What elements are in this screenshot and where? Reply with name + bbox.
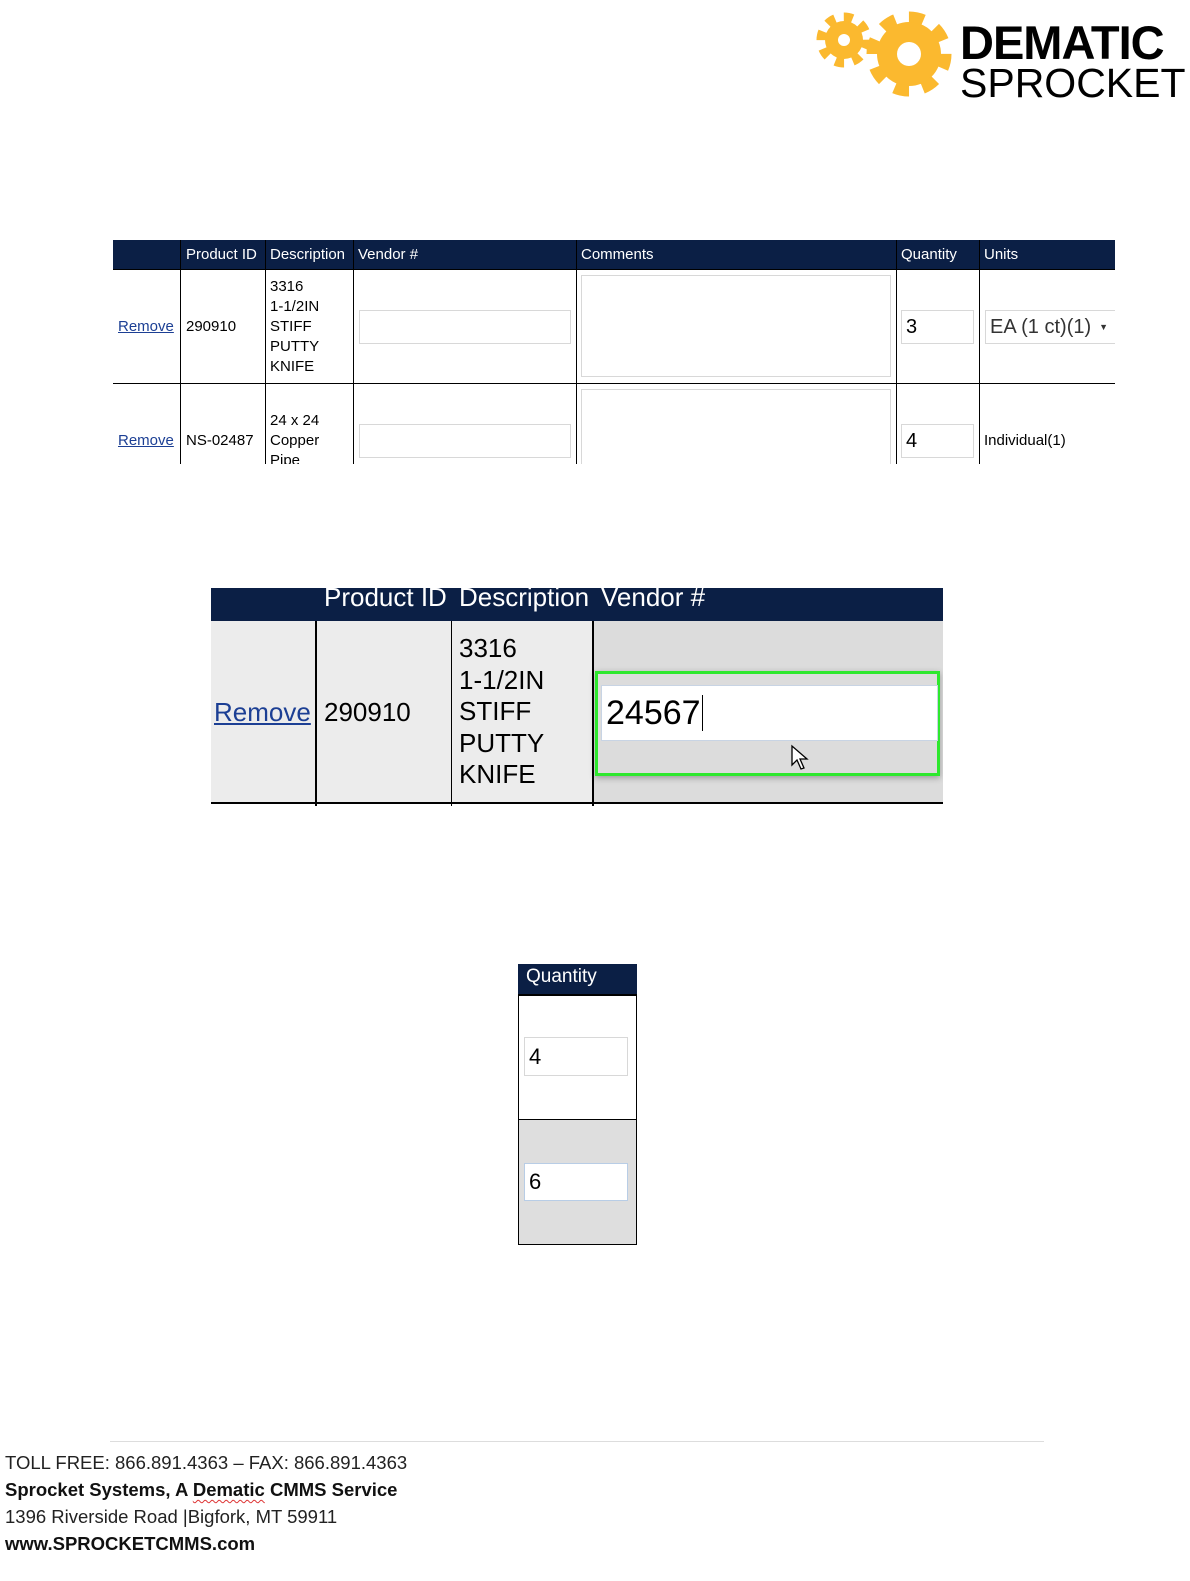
footer-company: Sprocket Systems, A Dematic CMMS Service xyxy=(5,1479,398,1500)
header-description: Description xyxy=(270,246,346,263)
header-quantity: Quantity xyxy=(526,966,597,987)
description: 24 x 24 Copper Pipe xyxy=(270,412,320,464)
logo: DEMATIC SPROCKET xyxy=(812,8,1186,104)
footer-website[interactable]: www.SPROCKETCMMS.com xyxy=(5,1533,256,1554)
product-id: 290910 xyxy=(186,318,237,335)
header-vendor: Vendor # xyxy=(358,246,419,263)
remove-link[interactable]: Remove xyxy=(118,432,174,449)
comments-textarea[interactable] xyxy=(581,389,891,464)
footer-address: 1396 Riverside Road |Bigfork, MT 59911 xyxy=(5,1506,338,1527)
product-id: 290910 xyxy=(324,697,411,727)
vendor-input[interactable] xyxy=(359,424,571,458)
table-header-row xyxy=(113,240,1115,269)
logo-text-sprocket: SPROCKET xyxy=(960,60,1186,106)
product-id: NS-02487 xyxy=(186,432,254,449)
quantity-zoom: Quantity 4 6 xyxy=(518,964,637,1245)
header-vendor: Vendor # xyxy=(601,588,706,612)
quantity-input[interactable]: 4 xyxy=(901,424,974,458)
units-select[interactable]: EA (1 ct)(1) ▼ xyxy=(985,310,1115,344)
description: 3316 1-1/2IN STIFF PUTTY KNIFE xyxy=(270,278,320,375)
footer-divider xyxy=(110,1441,1044,1442)
text-cursor xyxy=(701,695,703,731)
logo-text-dematic: DEMATIC xyxy=(960,16,1165,69)
header-description: Description xyxy=(459,588,590,612)
header-product-id: Product ID xyxy=(186,246,257,263)
quantity-input[interactable]: 4 xyxy=(524,1037,628,1076)
vendor-input[interactable] xyxy=(359,310,571,344)
gears-icon xyxy=(816,11,952,97)
header-comments: Comments xyxy=(581,246,654,263)
footer-phone: TOLL FREE: 866.891.4363 – FAX: 866.891.4… xyxy=(5,1452,408,1473)
header-quantity: Quantity xyxy=(901,246,957,263)
table-header-row xyxy=(211,588,943,621)
vendor-input[interactable]: 24567 xyxy=(601,685,938,741)
quantity-input[interactable]: 3 xyxy=(901,310,974,344)
header-units: Units xyxy=(984,246,1019,263)
quantity-input[interactable]: 6 xyxy=(524,1163,628,1201)
remove-link[interactable]: Remove xyxy=(214,697,311,727)
vendor-entry-zoom: Product ID Description Vendor # Remove 2… xyxy=(211,588,943,806)
header-product-id: Product ID xyxy=(324,588,447,612)
table-header-row xyxy=(518,964,637,994)
mouse-pointer-icon xyxy=(791,744,809,770)
focus-highlight xyxy=(595,671,940,776)
remove-link[interactable]: Remove xyxy=(118,318,174,335)
order-items-table: Product ID Description Vendor # Comments… xyxy=(113,240,1115,464)
comments-textarea[interactable] xyxy=(581,275,891,377)
description: 3316 1-1/2IN STIFF PUTTY KNIFE xyxy=(459,633,545,789)
dropdown-arrow-icon: ▼ xyxy=(1099,322,1109,332)
units-value: Individual(1) xyxy=(984,432,1066,449)
